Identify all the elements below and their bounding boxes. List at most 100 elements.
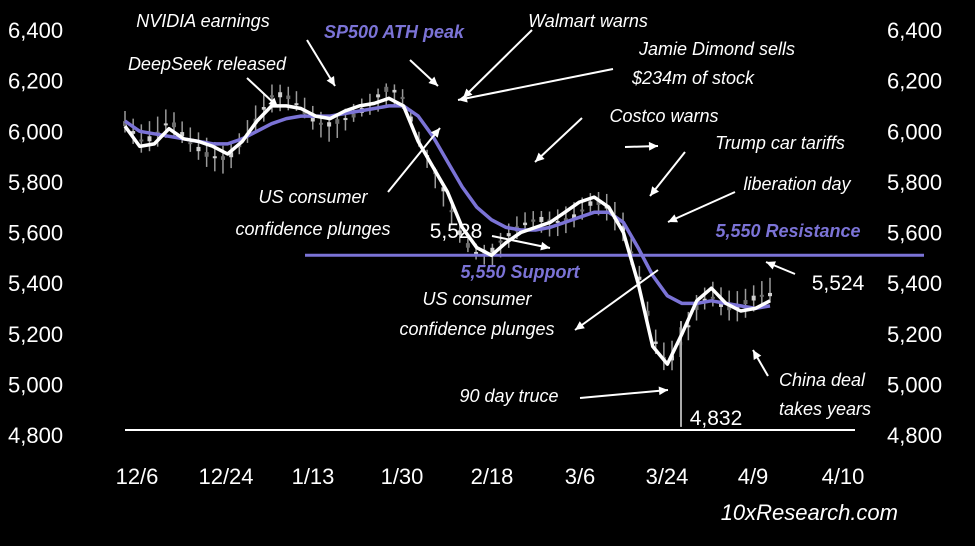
candle-body [131,131,136,134]
annotation-label: 5,550 Resistance [715,221,860,241]
candle-body [449,210,454,213]
x-tick-label: 3/24 [646,464,689,489]
y-tick-left: 5,400 [8,271,63,296]
annotation-label: DeepSeek released [128,54,287,74]
annotation-label: Walmart warns [528,11,648,31]
candle-body [343,118,348,121]
candle-body [572,214,577,219]
moving-average-series [124,104,771,311]
candle-body [180,132,185,137]
annotation-arrowhead [648,141,658,151]
y-axis-right: 6,400 6,200 6,000 5,800 5,600 5,400 5,200 5,000… [887,18,942,448]
annotation-arrowhead [326,76,335,86]
value-label: 5,524 [812,272,865,295]
candle-body [474,251,479,254]
annotation-label: Costco warns [609,106,718,126]
candle-body [139,139,144,142]
y-tick-right: 5,800 [887,170,942,195]
candle-body [400,96,405,100]
candle-body [506,233,511,237]
candle-body [719,302,724,307]
annotation-label: takes years [779,399,871,419]
candle-body [163,123,168,126]
annotation-arrowhead [428,76,438,86]
annotation-arrowhead [430,128,440,138]
annotation-arrowhead [753,350,762,360]
candle-body [555,220,560,223]
candle-body [212,156,217,159]
candle-body [580,209,585,212]
x-tick-label: 1/30 [381,464,424,489]
candle-body [588,201,593,206]
candle-body [465,243,470,248]
x-tick-label: 4/10 [822,464,865,489]
candle-body [392,89,397,93]
value-label: 4,832 [690,407,743,430]
candle-body [269,95,274,98]
y-tick-right: 6,000 [887,119,942,144]
candle-body [457,230,462,235]
candle-body [220,156,225,160]
y-tick-right: 6,200 [887,69,942,94]
candle-body [637,276,642,280]
annotation-label: SP500 ATH peak [324,22,465,42]
candle-body [196,146,201,152]
candle-body [727,305,732,311]
candle-body [441,187,446,192]
y-tick-left: 4,800 [8,423,63,448]
annotation-label: US consumer [422,289,532,309]
annotation-arrow [387,127,441,193]
annotation-label: liberation day [743,174,851,194]
y-tick-left: 6,200 [8,69,63,94]
annotation-arrow [457,68,614,101]
annotation-arrowhead [668,214,678,223]
lines-layer [123,96,924,431]
y-tick-right: 6,400 [887,18,942,43]
annotation-arrowhead [268,97,278,107]
annotation-label: 5,550 Support [460,262,580,282]
y-tick-left: 5,800 [8,170,63,195]
candle-body [376,94,381,98]
candle-body [735,306,740,309]
x-axis: 12/6 12/24 1/13 1/30 2/18 3/6 3/24 4/9 4/10 [116,464,865,489]
brand-label: 10xResearch.com [721,500,898,525]
candle-body [188,142,193,145]
annotation-label: confidence plunges [399,319,554,339]
y-tick-left: 5,200 [8,322,63,347]
annotation-label: China deal [779,370,866,390]
y-tick-right: 5,600 [887,221,942,246]
x-tick-label: 3/6 [565,464,596,489]
candle-body [768,292,772,297]
annotation-arrow [574,269,659,331]
annotation-label: Trump car tariffs [715,133,845,153]
annotation-arrow [649,151,686,197]
annotation-arrowhead [658,386,668,396]
candle-body [147,136,152,142]
candle-body [335,119,340,124]
annotation-label: US consumer [258,187,368,207]
annotation-label: confidence plunges [235,219,390,239]
candle-body [310,117,315,122]
candle-body [751,295,756,301]
candle-body [490,247,495,253]
candle-body [645,310,650,316]
annotation-arrow [462,29,533,99]
candle-body [384,86,389,92]
y-tick-left: 6,000 [8,119,63,144]
annotation-arrow [491,235,551,249]
candle-body [261,106,266,110]
value-label: 5,528 [430,220,483,243]
candle-body [204,152,209,157]
candle-body [229,152,234,158]
annotation-arrowhead [458,93,468,103]
price-series [123,96,771,366]
annotation-label: NVIDIA earnings [136,11,269,31]
candle-body [596,200,601,205]
x-tick-label: 1/13 [292,464,335,489]
candle-body [327,122,332,127]
annotation-label: Jamie Dimond sells [638,39,795,59]
candle-body [629,251,634,254]
y-tick-left: 6,400 [8,18,63,43]
y-tick-right: 5,000 [887,372,942,397]
